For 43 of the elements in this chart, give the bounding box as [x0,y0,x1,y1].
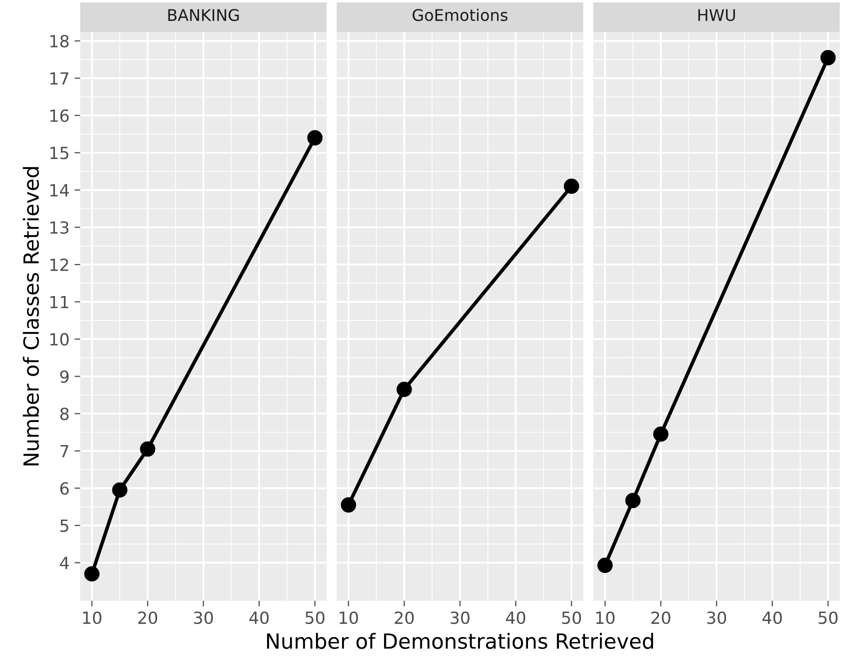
point [625,492,641,508]
y-tick-label: 15 [50,146,68,160]
chart-title: BANKING [168,9,239,22]
y-tick-label: 8 [60,408,69,420]
x-tick-label: 50 [818,611,838,624]
point [597,558,613,573]
point [820,50,836,66]
y-tick-label: 6 [60,482,69,495]
y-axis-title: Number of Classes Retrieved [22,167,39,466]
y-tick-label: 14 [50,184,69,196]
x-tick-label: 50 [306,611,324,624]
y-tick-label: 7 [60,445,68,458]
y-tick-label: 10 [50,333,69,346]
y-tick-label: 12 [50,258,68,271]
x-tick-label: 40 [249,611,269,624]
chart-title: HWU [698,9,735,22]
x-tick-label: 40 [506,611,526,624]
y-tick-label: 18 [50,34,69,48]
point [140,441,156,457]
y-tick-label: 13 [50,221,68,234]
x-tick-label: 10 [83,611,102,624]
x-tick-label: 20 [138,611,158,624]
x-tick-label: 30 [450,611,470,624]
x-tick-label: 30 [194,611,213,624]
y-tick-label: 4 [60,556,69,570]
x-tick-label: 20 [651,611,670,624]
chart-title: GoEmotions [412,8,508,22]
x-tick-label: 40 [762,611,782,624]
y-tick-label: 11 [50,296,68,308]
point [653,426,668,442]
x-tick-label: 20 [394,611,414,624]
x-tick-label: 50 [562,611,581,624]
point [84,566,100,582]
x-tick-label: 30 [707,611,726,624]
y-tick-label: 17 [50,72,68,85]
y-tick-label: 9 [60,370,69,383]
x-tick-label: 10 [596,611,615,624]
y-tick-label: 5 [60,520,68,532]
x-tick-label: 10 [340,611,358,624]
y-tick-label: 16 [50,109,69,122]
point [307,130,323,146]
x-axis-title: Number of Demonstrations Retrieved [267,632,654,649]
point [112,482,128,498]
